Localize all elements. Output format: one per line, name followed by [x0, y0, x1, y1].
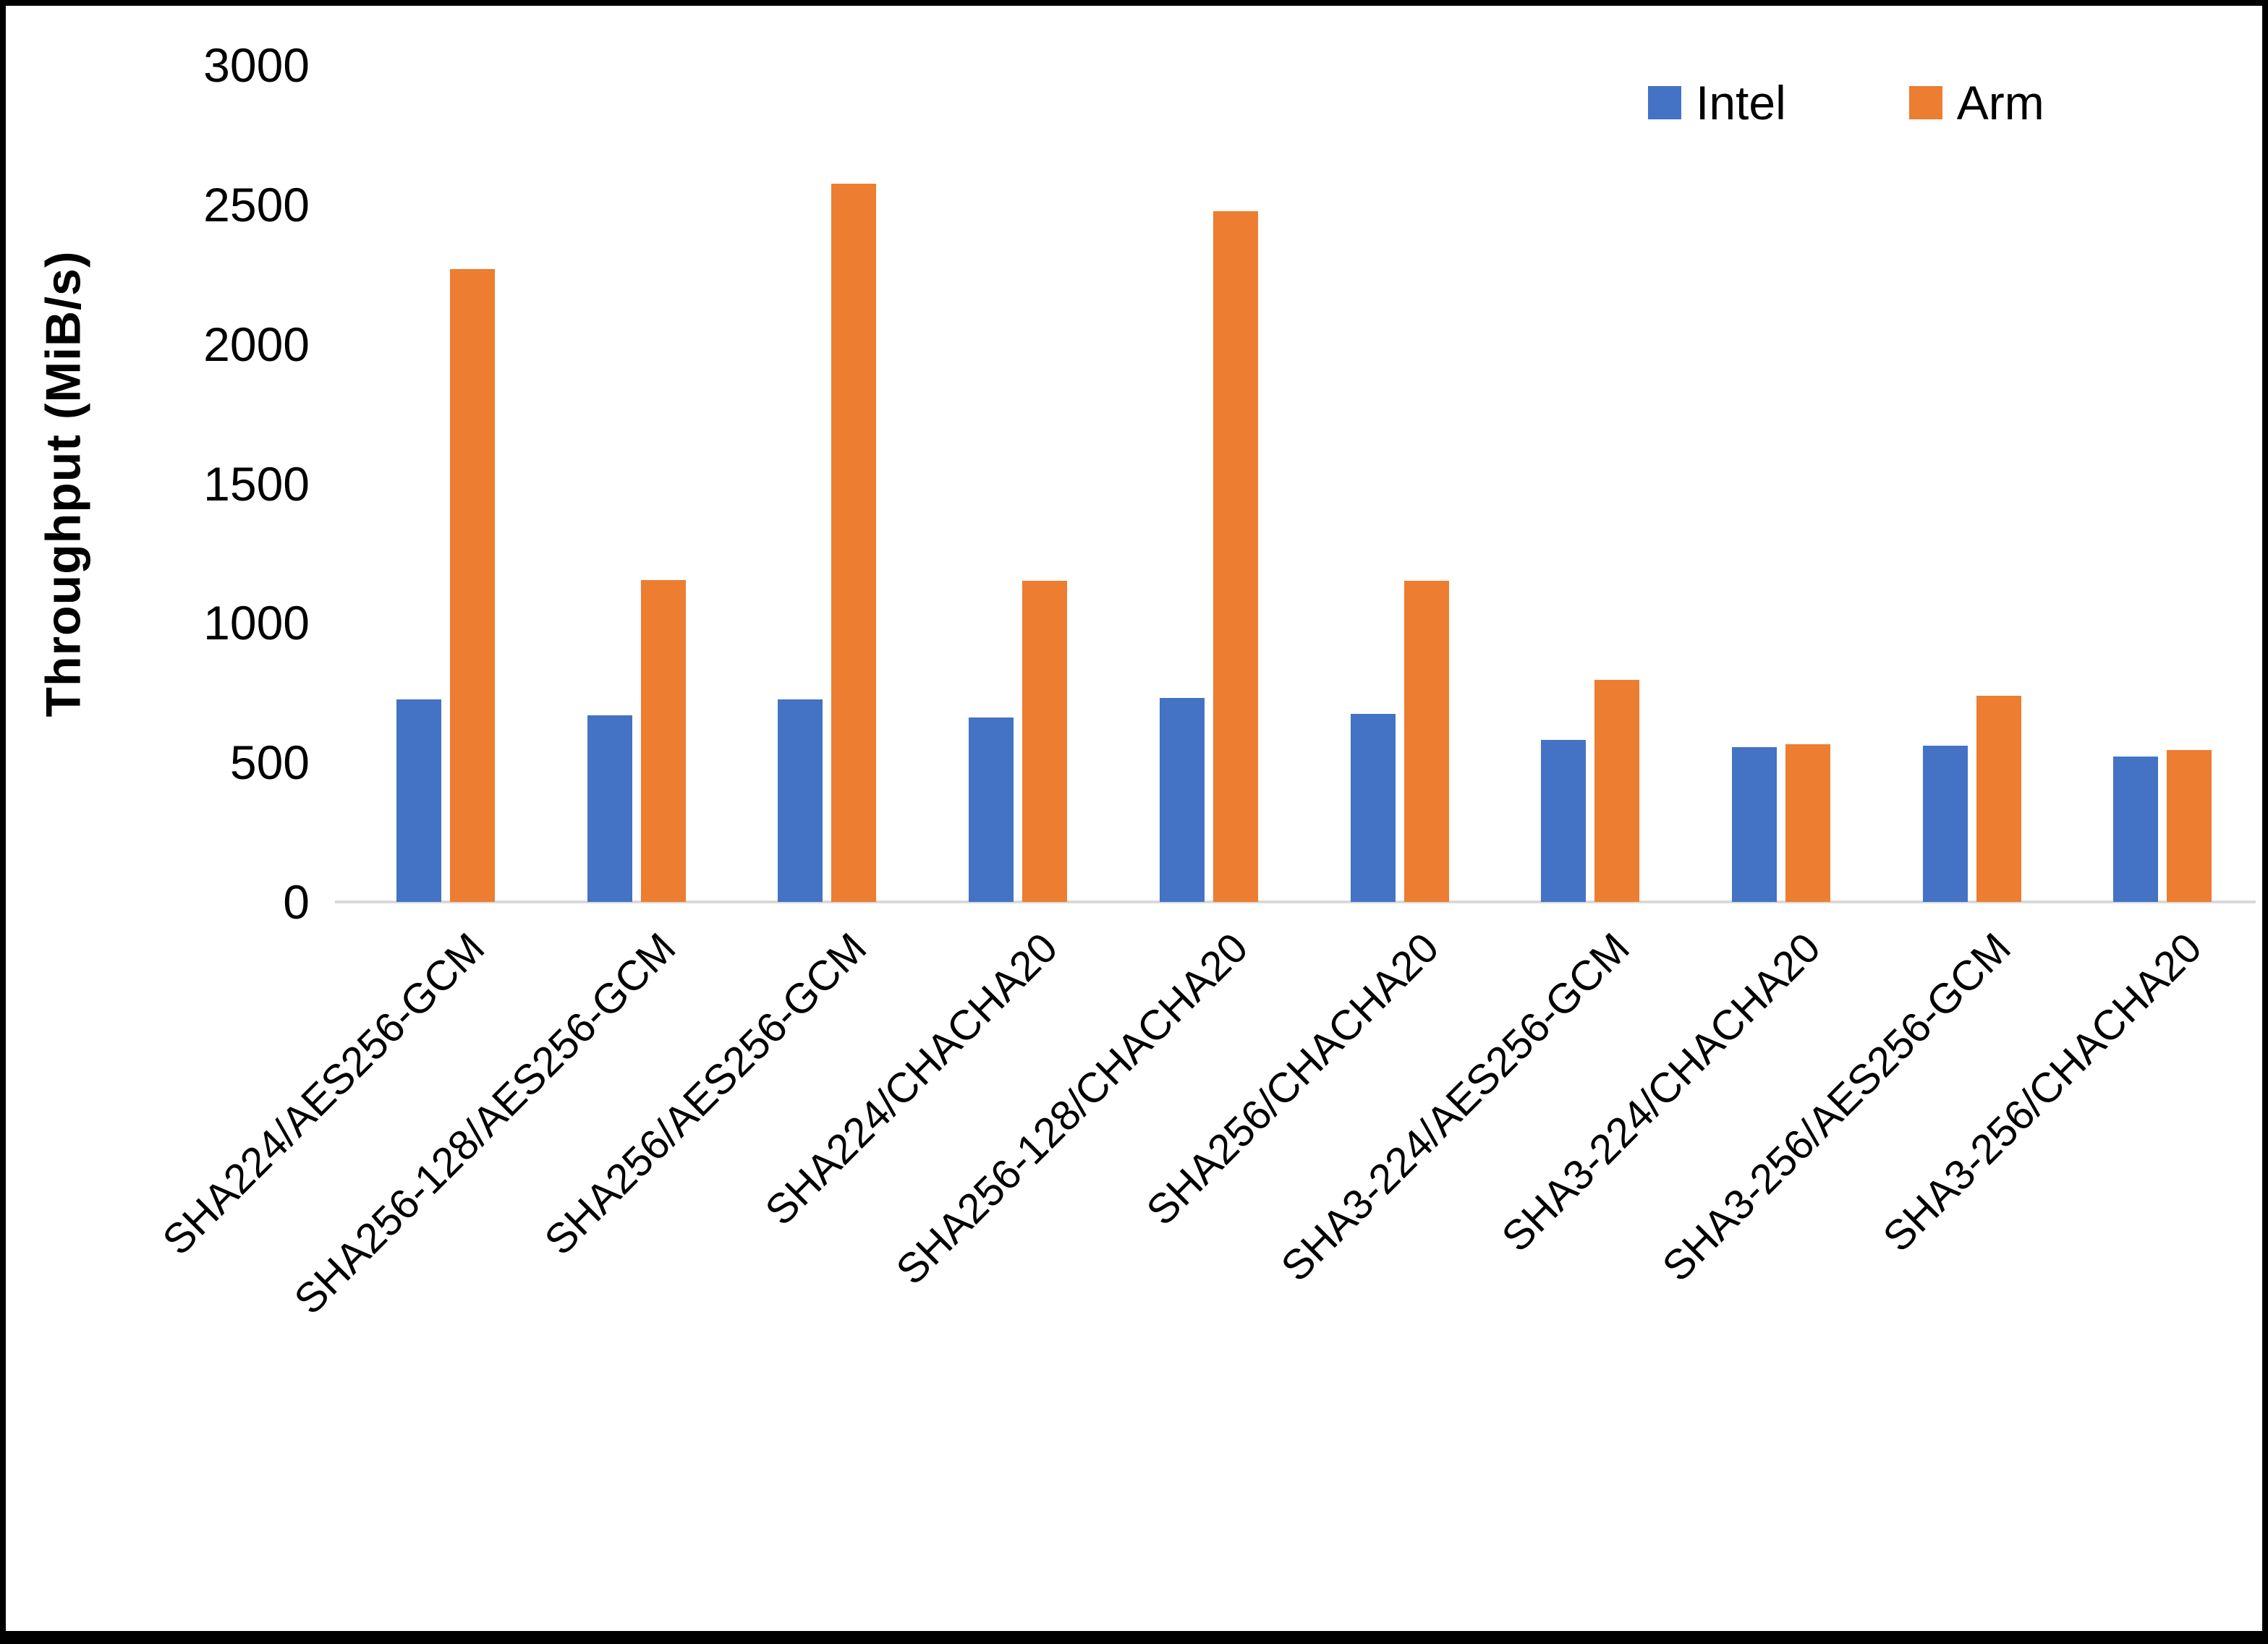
category-label-6: SHA3-224/AES256-GCM [1272, 924, 1639, 1291]
x-axis-line [335, 900, 2256, 903]
intel-legend-swatch-icon [1648, 86, 1681, 119]
bar-arm-8 [1976, 695, 2021, 902]
bar-arm-0 [450, 268, 495, 902]
bar-intel-5 [1350, 713, 1396, 902]
category-label-7: SHA3-224/CHACHA20 [1492, 924, 1830, 1261]
plot-area [335, 65, 2256, 903]
arm-legend-label: Arm [1956, 76, 2044, 129]
y-axis-tick-labels: 0 500 1000 1500 2000 2500 3000 [49, 6, 310, 1631]
bar-arm-5 [1403, 581, 1449, 902]
y-tick-label-0: 0 [283, 875, 310, 929]
bar-intel-4 [1159, 698, 1205, 902]
bar-intel-2 [778, 699, 823, 902]
bar-intel-1 [587, 715, 632, 902]
bar-arm-9 [2167, 749, 2212, 902]
legend-item-arm: Arm [1908, 75, 2044, 130]
bar-intel-6 [1541, 740, 1587, 902]
category-label-2: SHA256/AES256-GCM [535, 924, 876, 1264]
bar-intel-0 [396, 699, 441, 902]
bar-arm-7 [1785, 744, 1830, 902]
bar-arm-4 [1212, 211, 1258, 902]
y-tick-label-2000: 2000 [203, 317, 310, 371]
intel-legend-label: Intel [1696, 76, 1786, 129]
y-tick-label-2500: 2500 [203, 177, 310, 231]
category-label-9: SHA3-256/CHACHA20 [1874, 924, 2211, 1261]
y-tick-label-1000: 1000 [203, 596, 310, 650]
bar-intel-8 [1922, 746, 1968, 902]
bar-intel-7 [1731, 746, 1777, 902]
y-tick-label-3000: 3000 [203, 38, 310, 92]
legend: Intel Arm [1648, 75, 2044, 130]
arm-legend-swatch-icon [1908, 86, 1942, 119]
bar-arm-2 [831, 183, 877, 902]
category-label-1: SHA256-128/AES256-GCM [285, 924, 685, 1324]
y-tick-label-500: 500 [229, 736, 310, 790]
bar-arm-3 [1022, 581, 1068, 902]
legend-item-intel: Intel [1648, 75, 1786, 130]
y-tick-label-1500: 1500 [203, 456, 310, 511]
category-label-8: SHA3-256/AES256-GCM [1653, 924, 2021, 1291]
bar-intel-9 [2113, 757, 2159, 902]
category-label-4: SHA256-128/CHACHA20 [887, 924, 1257, 1294]
bar-arm-1 [640, 579, 686, 902]
bar-intel-3 [969, 717, 1014, 902]
x-axis-category-labels: SHA224/AES256-GCM SHA256-128/AES256-GCM SH… [154, 902, 2248, 1625]
bar-arm-6 [1594, 680, 1640, 902]
